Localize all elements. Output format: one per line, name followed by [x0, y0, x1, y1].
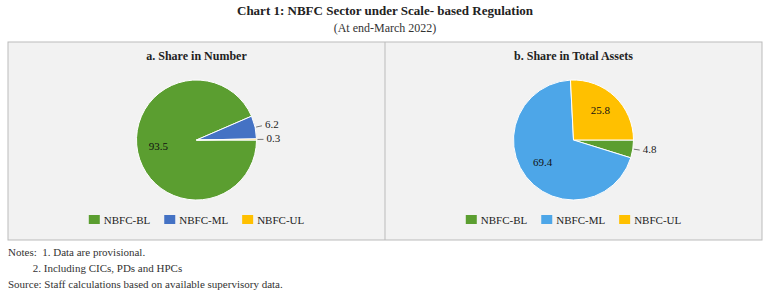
panel-divider — [385, 42, 386, 240]
data-labels: 4.8 69.4 25.8 — [533, 104, 657, 168]
legend-item: NBFC-UL — [619, 214, 681, 226]
legend-label: NBFC-UL — [257, 214, 304, 226]
data-label: 25.8 — [591, 104, 611, 116]
legend-swatch — [89, 215, 100, 224]
legend-swatch — [164, 215, 175, 224]
leader-line — [257, 139, 263, 140]
note: 2. Including CICs, PDs and HPCs — [8, 262, 182, 274]
pie-chart: a. Share in Number93.56.20.3NBFC-BLNBFC-… — [89, 49, 305, 226]
leader-line — [256, 126, 262, 127]
panel-background — [8, 42, 762, 240]
note: Source: Staff calculations based on avai… — [8, 278, 283, 290]
legend-label: NBFC-BL — [104, 214, 151, 226]
legend-item: NBFC-BL — [89, 214, 151, 226]
legend-item: NBFC-BL — [466, 214, 528, 226]
legend-item: NBFC-ML — [541, 214, 605, 226]
slices — [136, 80, 256, 200]
pie-slice — [197, 116, 257, 140]
legend-swatch — [541, 215, 552, 224]
legend-label: NBFC-BL — [481, 214, 528, 226]
legend: NBFC-BL NBFC-ML NBFC-UL — [466, 214, 682, 226]
chart-title: a. Share in Number — [146, 49, 247, 63]
note: Notes: 1. Data are provisional. — [8, 246, 145, 258]
legend-label: NBFC-UL — [634, 214, 681, 226]
legend-item: NBFC-UL — [242, 214, 304, 226]
legend-label: NBFC-ML — [556, 214, 605, 226]
pie-slice — [136, 80, 256, 200]
data-label: 6.2 — [265, 118, 279, 130]
slices — [514, 80, 634, 200]
pie-slice — [197, 139, 257, 140]
legend-label: NBFC-ML — [179, 214, 228, 226]
data-label: 0.3 — [266, 132, 280, 144]
data-label: 4.8 — [643, 143, 657, 155]
subtitle: (At end-March 2022) — [334, 21, 437, 35]
data-labels: 93.5 6.2 0.3 — [149, 118, 281, 153]
legend-swatch — [466, 215, 477, 224]
data-label: 69.4 — [533, 156, 553, 168]
legend: NBFC-BL NBFC-ML NBFC-UL — [89, 214, 305, 226]
data-label: 93.5 — [149, 140, 169, 152]
chart-title: b. Share in Total Assets — [514, 49, 633, 63]
legend-swatch — [242, 215, 253, 224]
chart-root: Chart 1: NBFC Sector under Scale- based … — [0, 0, 770, 304]
leader-line — [634, 149, 640, 151]
pie-slice — [570, 80, 633, 140]
title: Chart 1: NBFC Sector under Scale- based … — [237, 3, 534, 18]
legend-item: NBFC-ML — [164, 214, 228, 226]
pie-chart: b. Share in Total Assets 4.8 69.4 25.8 NBFC-… — [466, 49, 682, 226]
legend-swatch — [619, 215, 630, 224]
